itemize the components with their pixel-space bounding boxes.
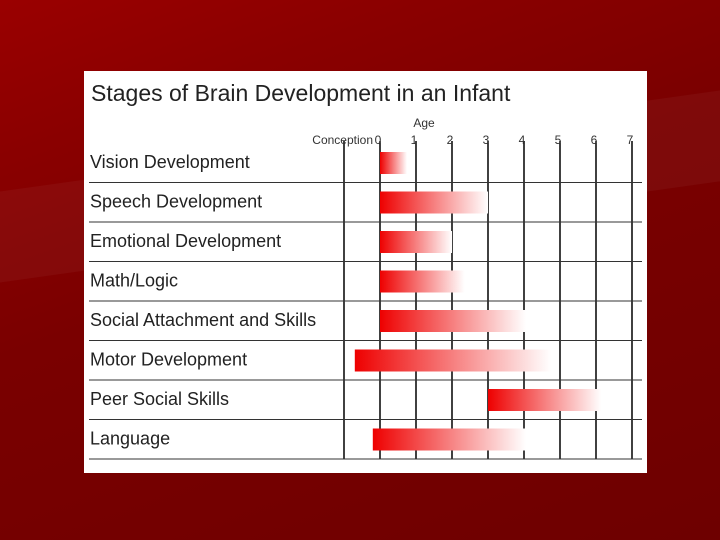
category-label: Vision Development [90, 152, 250, 172]
x-tick-label: 0 [375, 133, 382, 147]
bar [380, 191, 488, 214]
bar [354, 349, 551, 372]
category-label: Peer Social Skills [90, 389, 229, 409]
chart-title: Stages of Brain Development in an Infant [91, 80, 511, 106]
x-tick-label: 5 [555, 133, 562, 147]
bar [488, 389, 602, 411]
category-label: Motor Development [90, 350, 247, 370]
category-label: Math/Logic [90, 271, 178, 291]
x-tick-label: 7 [627, 133, 634, 147]
x-tick-label: Conception [312, 133, 373, 147]
category-label: Language [90, 429, 170, 449]
x-tick-label: 6 [591, 133, 598, 147]
bar [380, 231, 452, 253]
x-tick-label: 4 [519, 133, 526, 147]
bar [372, 428, 526, 451]
brain-development-chart: Stages of Brain Development in an Infant… [89, 80, 642, 460]
chart-panel: Stages of Brain Development in an Infant… [84, 71, 647, 473]
x-tick-label: 1 [411, 133, 418, 147]
x-tick-label: 3 [483, 133, 490, 147]
bar [380, 310, 526, 332]
x-tick-label: 2 [447, 133, 454, 147]
category-label: Social Attachment and Skills [90, 310, 316, 330]
category-label: Speech Development [90, 192, 262, 212]
bar [380, 152, 407, 174]
bar [380, 270, 465, 293]
x-axis-title: Age [413, 116, 435, 130]
category-label: Emotional Development [90, 231, 281, 251]
